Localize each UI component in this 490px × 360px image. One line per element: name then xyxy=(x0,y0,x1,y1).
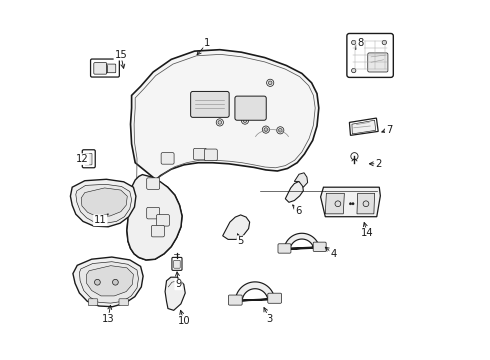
FancyBboxPatch shape xyxy=(194,148,206,160)
FancyBboxPatch shape xyxy=(156,215,170,226)
Polygon shape xyxy=(294,173,308,187)
Circle shape xyxy=(277,127,284,134)
Text: 10: 10 xyxy=(177,316,190,326)
Circle shape xyxy=(382,40,387,45)
Text: 1: 1 xyxy=(204,38,210,48)
Circle shape xyxy=(269,81,272,85)
Text: 6: 6 xyxy=(295,206,301,216)
Text: 9: 9 xyxy=(175,279,182,289)
FancyBboxPatch shape xyxy=(228,295,242,305)
Polygon shape xyxy=(235,282,274,301)
Circle shape xyxy=(267,79,274,86)
Polygon shape xyxy=(81,188,127,217)
FancyBboxPatch shape xyxy=(278,244,291,253)
Circle shape xyxy=(335,201,341,207)
FancyBboxPatch shape xyxy=(268,293,281,303)
Polygon shape xyxy=(284,233,319,249)
Polygon shape xyxy=(357,193,374,214)
Polygon shape xyxy=(165,277,185,310)
Text: 15: 15 xyxy=(115,50,127,60)
FancyBboxPatch shape xyxy=(191,91,229,117)
Polygon shape xyxy=(325,193,344,214)
Circle shape xyxy=(216,119,223,126)
Circle shape xyxy=(351,40,356,45)
Circle shape xyxy=(351,68,356,73)
FancyBboxPatch shape xyxy=(161,153,174,164)
Polygon shape xyxy=(127,175,182,260)
Polygon shape xyxy=(320,187,380,217)
Polygon shape xyxy=(79,262,139,303)
FancyBboxPatch shape xyxy=(151,225,164,237)
Polygon shape xyxy=(285,181,303,202)
FancyBboxPatch shape xyxy=(235,96,266,120)
Circle shape xyxy=(218,121,221,124)
Circle shape xyxy=(278,129,282,132)
Polygon shape xyxy=(71,179,136,227)
FancyBboxPatch shape xyxy=(174,260,180,268)
Polygon shape xyxy=(349,118,378,135)
Circle shape xyxy=(243,119,247,122)
Text: 7: 7 xyxy=(386,125,392,135)
FancyBboxPatch shape xyxy=(91,59,120,77)
FancyBboxPatch shape xyxy=(347,33,393,77)
Text: 11: 11 xyxy=(94,215,107,225)
Text: 4: 4 xyxy=(330,249,336,259)
Polygon shape xyxy=(73,257,143,307)
FancyBboxPatch shape xyxy=(88,299,98,306)
Polygon shape xyxy=(222,215,250,239)
FancyBboxPatch shape xyxy=(172,257,182,270)
Polygon shape xyxy=(76,184,132,223)
Circle shape xyxy=(113,279,118,285)
Circle shape xyxy=(349,203,351,205)
FancyBboxPatch shape xyxy=(94,63,107,74)
FancyBboxPatch shape xyxy=(368,53,388,72)
Circle shape xyxy=(352,203,354,205)
Text: 13: 13 xyxy=(102,314,115,324)
FancyBboxPatch shape xyxy=(313,242,326,252)
FancyBboxPatch shape xyxy=(204,149,217,161)
Circle shape xyxy=(363,201,369,207)
Text: 5: 5 xyxy=(238,236,244,246)
Circle shape xyxy=(242,117,248,124)
Polygon shape xyxy=(352,120,376,134)
FancyBboxPatch shape xyxy=(106,64,116,73)
FancyBboxPatch shape xyxy=(85,153,92,165)
Text: 2: 2 xyxy=(375,159,381,169)
Text: 3: 3 xyxy=(267,314,272,324)
Circle shape xyxy=(95,279,100,285)
Circle shape xyxy=(262,126,270,133)
Text: 12: 12 xyxy=(76,154,89,164)
FancyBboxPatch shape xyxy=(119,299,128,306)
Polygon shape xyxy=(127,50,319,260)
Circle shape xyxy=(264,128,268,131)
FancyBboxPatch shape xyxy=(147,207,160,219)
Text: 8: 8 xyxy=(357,38,363,48)
Polygon shape xyxy=(87,266,133,296)
Circle shape xyxy=(351,153,358,160)
FancyBboxPatch shape xyxy=(147,178,160,189)
Text: 14: 14 xyxy=(361,228,374,238)
FancyBboxPatch shape xyxy=(82,150,95,168)
